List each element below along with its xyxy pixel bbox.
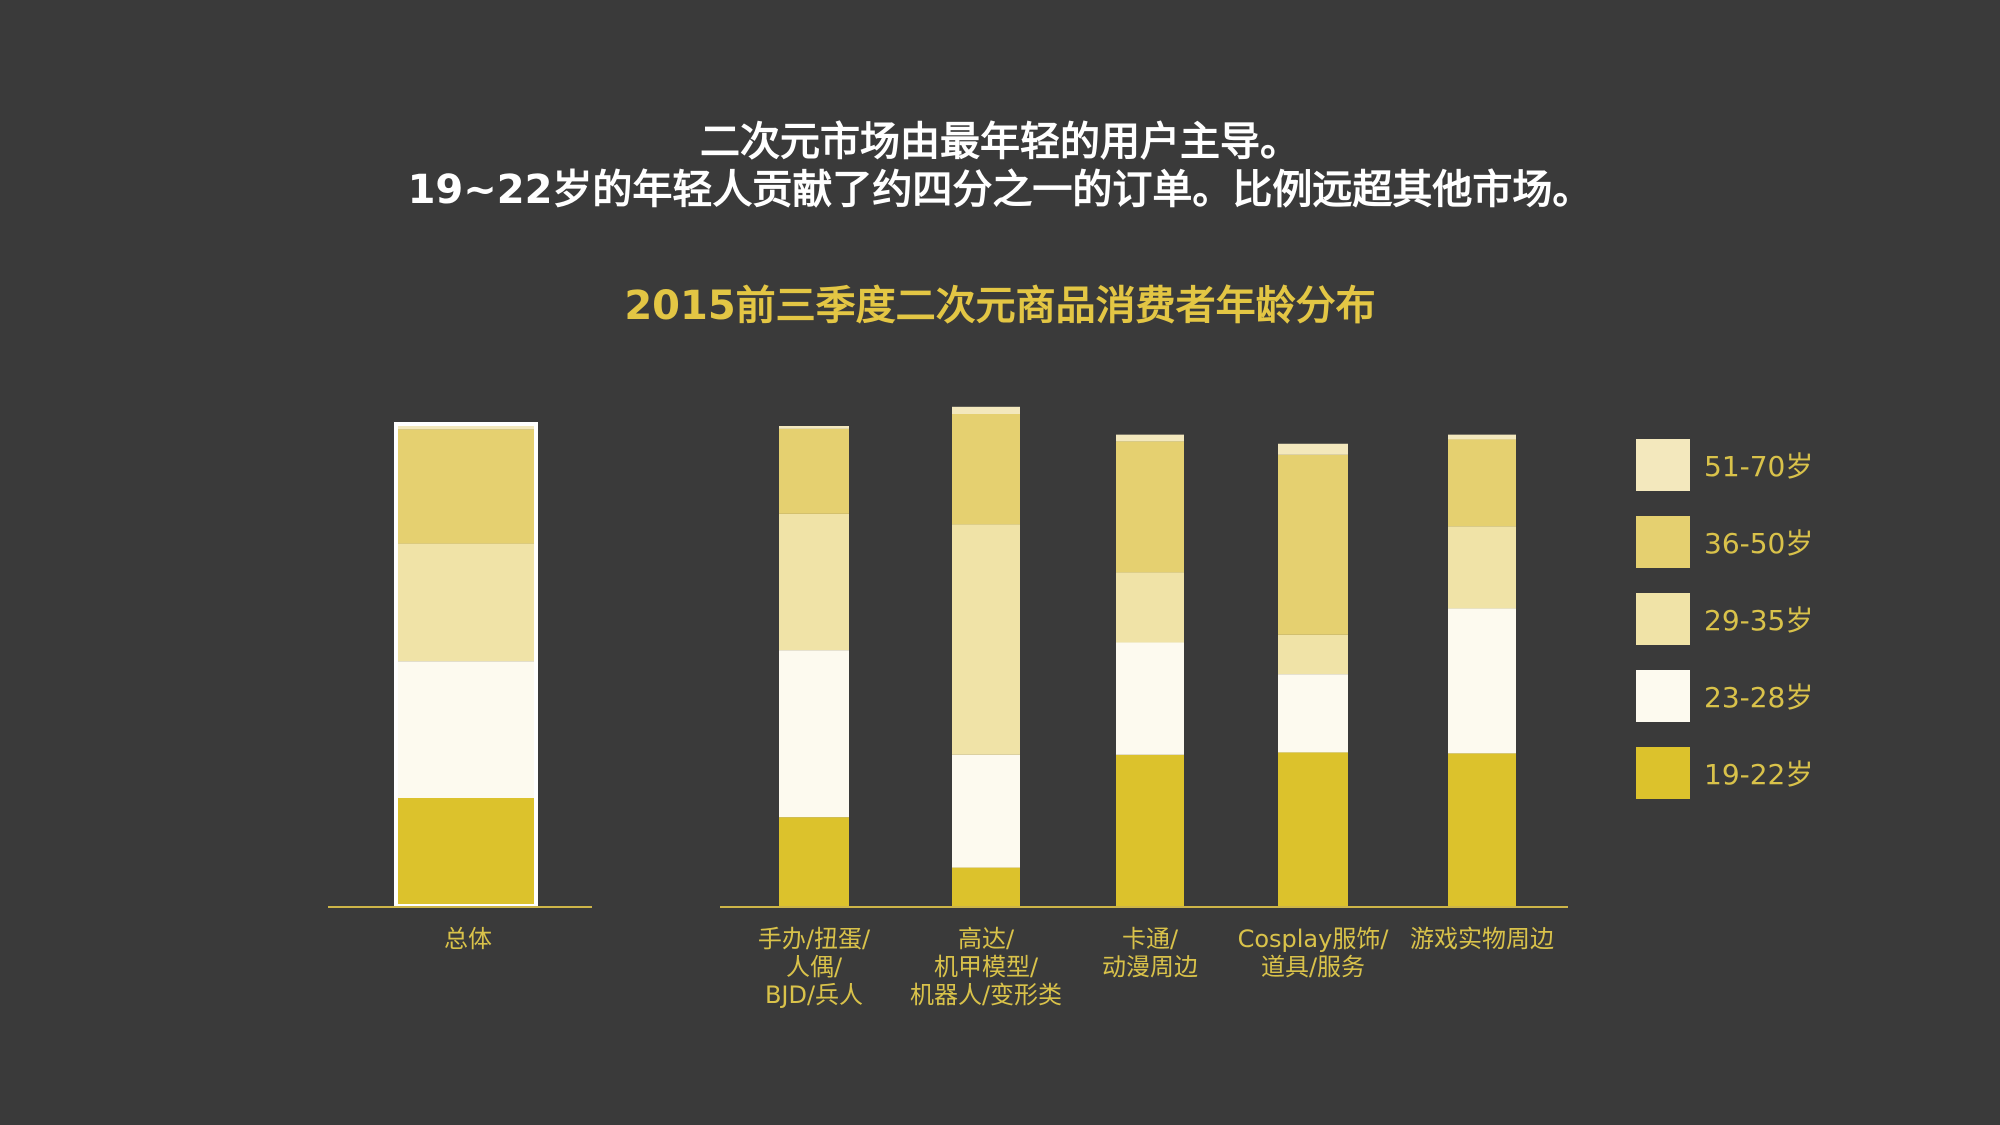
category-label-2: 高达/机甲模型/机器人/变形类 [910,925,1062,1009]
bar-segment [1278,443,1348,455]
category-label-line: 机甲模型/ [934,953,1039,981]
legend-label: 29-35岁 [1704,604,1813,637]
bars-layer [394,406,1516,908]
bar-group-2 [952,406,1020,906]
headline-line-1: 二次元市场由最年轻的用户主导。 [700,119,1300,165]
bar-segment [1116,441,1184,573]
category-label-line: 总体 [444,925,492,953]
category-label-line: 高达/ [958,925,1015,953]
bar-segment [1278,634,1348,675]
legend-swatch [1636,747,1690,799]
bar-segment [1448,434,1516,440]
bar-segment [952,754,1020,868]
bar-segment [398,661,534,798]
legend-label: 19-22岁 [1704,758,1813,791]
legend-swatch [1636,516,1690,568]
category-label-line: 卡通/ [1122,925,1179,953]
bar-segment [952,524,1020,755]
bar-group-0 [394,422,538,908]
bar-group-4 [1278,443,1348,906]
bar-group-1 [779,426,849,906]
category-label-line: 游戏实物周边 [1410,925,1554,953]
legend-swatch [1636,670,1690,722]
bar-segment [398,798,534,906]
bar-segment [779,650,849,818]
bar-segment [779,426,849,429]
bar-segment [952,414,1020,525]
bar-segment [952,867,1020,906]
bar-segment [398,429,534,544]
bar-segment [398,426,534,430]
category-label-1: 手办/扭蛋/人偶/BJD/兵人 [758,925,871,1009]
legend-swatch [1636,439,1690,491]
legend: 51-70岁 36-50岁 29-35岁 23-28岁 19-22岁 [1636,439,1813,799]
category-label-4: Cosplay服饰/道具/服务 [1238,925,1390,981]
category-label-5: 游戏实物周边 [1410,925,1554,953]
bar-group-5 [1448,434,1516,906]
bar-segment [1278,674,1348,753]
bar-segment [779,428,849,514]
category-label-line: 动漫周边 [1102,953,1198,981]
category-label-line: 道具/服务 [1261,953,1365,981]
legend-label: 36-50岁 [1704,527,1813,560]
bar-segment [779,817,849,906]
legend-label: 51-70岁 [1704,450,1813,483]
headline-line-2: 19~22岁的年轻人贡献了约四分之一的订单。比例远超其他市场。 [407,167,1593,213]
bar-segment [1448,753,1516,906]
bar-segment [1116,642,1184,755]
bar-segment [1278,752,1348,906]
bar-segment [1116,434,1184,442]
chart-title: 2015前三季度二次元商品消费者年龄分布 [624,283,1376,329]
bar-group-3 [1116,434,1184,906]
legend-swatch [1636,593,1690,645]
bar-segment [952,406,1020,414]
category-labels: 总体 手办/扭蛋/人偶/BJD/兵人高达/机甲模型/机器人/变形类卡通/动漫周边C… [444,925,1554,1009]
bar-segment [398,543,534,662]
bar-segment [1116,572,1184,643]
category-label-3: 卡通/动漫周边 [1102,925,1198,981]
category-label-line: BJD/兵人 [765,981,863,1009]
category-label-line: 人偶/ [786,953,843,981]
category-label-line: 手办/扭蛋/ [758,925,871,953]
bar-segment [1278,454,1348,635]
bar-segment [1448,439,1516,527]
bar-segment [1116,754,1184,906]
legend-label: 23-28岁 [1704,681,1813,714]
category-label-line: Cosplay服饰/ [1238,925,1390,953]
bar-segment [1448,526,1516,609]
category-label-line: 机器人/变形类 [910,981,1062,1009]
category-label-0: 总体 [444,925,492,953]
bar-segment [1448,608,1516,754]
bar-segment [779,513,849,651]
